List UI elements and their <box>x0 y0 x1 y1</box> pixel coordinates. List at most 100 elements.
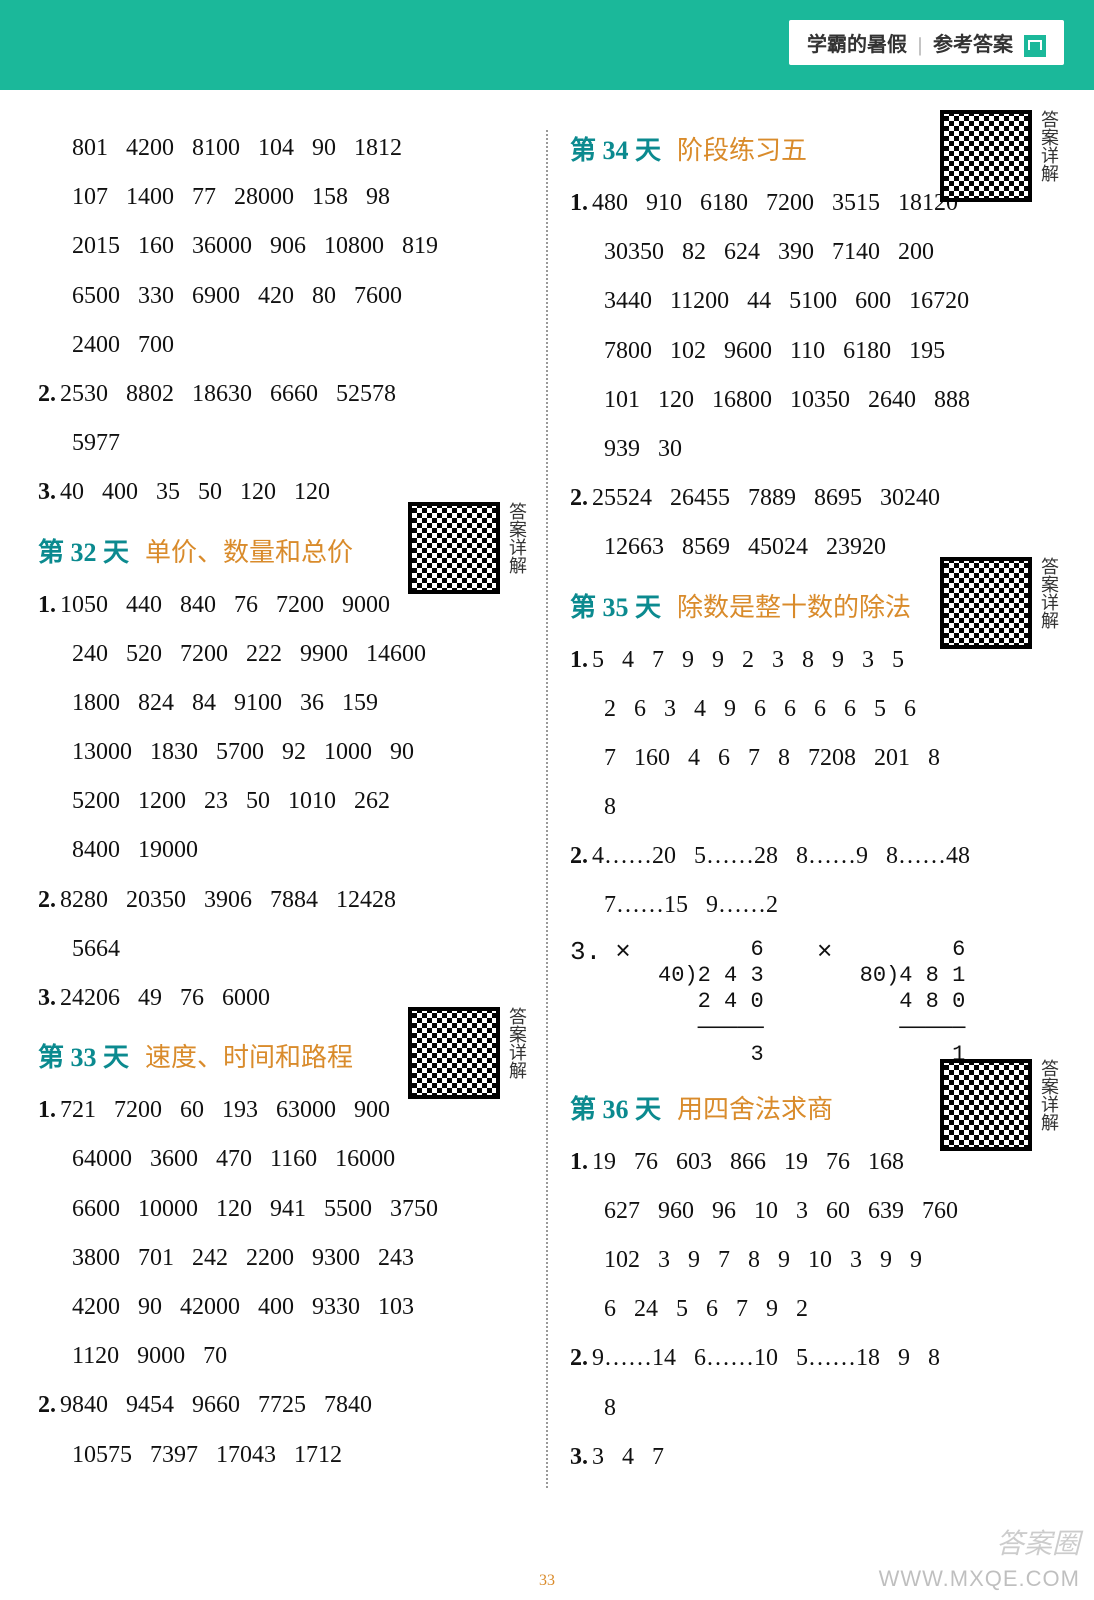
answer-line: 2015 160 36000 906 10800 819 <box>38 228 524 265</box>
answer-line: 5664 <box>38 931 524 968</box>
section-heading-36: 第 36 天 用四舍法求商 答案详解 <box>570 1089 1056 1126</box>
qr-caption: 答案详解 <box>1036 110 1062 182</box>
left-column: 801 4200 8100 104 90 1812 107 1400 77 28… <box>20 130 542 1488</box>
header-label: 学霸的暑假 | 参考答案 <box>789 20 1064 65</box>
question-number: 1. <box>38 1097 56 1123</box>
question-number: 3. <box>38 479 56 505</box>
answer-line: 3.3 4 7 <box>570 1439 1056 1476</box>
answer-line: 5977 <box>38 425 524 462</box>
answer-line: 4200 90 42000 400 9330 103 <box>38 1289 524 1326</box>
answer-line: 939 30 <box>570 431 1056 468</box>
answer-line: 7 160 4 6 7 8 7208 201 8 <box>570 740 1056 777</box>
long-division-2: 6 80)4 8 1 4 8 0 ───── 1 <box>846 937 978 1069</box>
answer-line: 1120 9000 70 <box>38 1338 524 1375</box>
day-label: 第 33 天 <box>38 1037 129 1074</box>
question-number: 2. <box>570 485 588 511</box>
answer-line: 7……15 9……2 <box>570 887 1056 924</box>
answer-line: 64000 3600 470 1160 16000 <box>38 1141 524 1178</box>
day-label: 第 36 天 <box>570 1089 661 1126</box>
question-number: 2. <box>38 381 56 407</box>
day-label: 第 34 天 <box>570 130 661 167</box>
wrong-mark-icon: × <box>817 937 833 967</box>
answer-values: 480 910 6180 7200 3515 18120 <box>592 190 958 216</box>
topic-label: 阶段练习五 <box>677 130 807 167</box>
page-number: 33 <box>539 1572 555 1590</box>
question-number: 3. <box>38 985 56 1011</box>
qr-caption: 答案详解 <box>1036 557 1062 629</box>
answer-line: 10575 7397 17043 1712 <box>38 1437 524 1474</box>
topic-label: 单价、数量和总价 <box>145 532 353 569</box>
qr-code-icon[interactable] <box>940 110 1032 202</box>
answer-values: 24206 49 76 6000 <box>60 985 270 1011</box>
section-heading-33: 第 33 天 速度、时间和路程 答案详解 <box>38 1037 524 1074</box>
qr-code-icon[interactable] <box>940 1059 1032 1151</box>
qr-code-icon[interactable] <box>940 557 1032 649</box>
answer-line: 2.4……20 5……28 8……9 8……48 <box>570 838 1056 875</box>
day-label: 第 35 天 <box>570 587 661 624</box>
qr-caption: 答案详解 <box>504 1007 530 1079</box>
answer-line: 2.25524 26455 7889 8695 30240 <box>570 480 1056 517</box>
question-number: 1. <box>570 190 588 216</box>
answer-line: 107 1400 77 28000 158 98 <box>38 179 524 216</box>
qr-block: 答案详解 <box>940 110 1062 202</box>
qr-caption: 答案详解 <box>1036 1059 1062 1131</box>
header-separator: | <box>918 34 922 56</box>
answer-line: 8400 19000 <box>38 832 524 869</box>
day-label: 第 32 天 <box>38 532 129 569</box>
answer-line: 101 120 16800 10350 2640 888 <box>570 382 1056 419</box>
topic-label: 用四舍法求商 <box>677 1089 833 1126</box>
long-division-1: 6 40)2 4 3 2 4 0 ───── 3 <box>645 937 777 1069</box>
qr-code-icon[interactable] <box>408 1007 500 1099</box>
answer-values: 3 4 7 <box>592 1444 664 1470</box>
answer-values: 9840 9454 9660 7725 7840 <box>60 1392 372 1418</box>
answer-line: 2.8280 20350 3906 7884 12428 <box>38 882 524 919</box>
answer-values: 721 7200 60 193 63000 900 <box>60 1097 390 1123</box>
answer-line: 3800 701 242 2200 9300 243 <box>38 1240 524 1277</box>
right-column: 第 34 天 阶段练习五 答案详解 1.480 910 6180 7200 35… <box>552 130 1074 1488</box>
answer-values: 9……14 6……10 5……18 9 8 <box>592 1345 940 1371</box>
answer-values: 5 4 7 9 9 2 3 8 9 3 5 <box>592 647 904 673</box>
qr-code-icon[interactable] <box>408 502 500 594</box>
long-division-row: 3. × 6 40)2 4 3 2 4 0 ───── 3 × 6 80)4 8… <box>570 937 1056 1069</box>
section-heading-34: 第 34 天 阶段练习五 答案详解 <box>570 130 1056 167</box>
question-number: 3. <box>570 937 601 967</box>
answer-line: 6600 10000 120 941 5500 3750 <box>38 1191 524 1228</box>
answer-line: 3440 11200 44 5100 600 16720 <box>570 283 1056 320</box>
answer-line: 6500 330 6900 420 80 7600 <box>38 278 524 315</box>
answer-line: 1800 824 84 9100 36 159 <box>38 685 524 722</box>
page-root: 学霸的暑假 | 参考答案 801 4200 8100 104 90 1812 1… <box>0 0 1094 1600</box>
answer-values: 40 400 35 50 120 120 <box>60 479 330 505</box>
answer-line: 13000 1830 5700 92 1000 90 <box>38 734 524 771</box>
qr-block: 答案详解 <box>940 557 1062 649</box>
answer-line: 2400 700 <box>38 327 524 364</box>
answer-values: 4……20 5……28 8……9 8……48 <box>592 843 970 869</box>
content-columns: 801 4200 8100 104 90 1812 107 1400 77 28… <box>0 90 1094 1508</box>
section-heading-32: 第 32 天 单价、数量和总价 答案详解 <box>38 532 524 569</box>
answer-line: 30350 82 624 390 7140 200 <box>570 234 1056 271</box>
question-number: 2. <box>38 1392 56 1418</box>
answer-line: 7800 102 9600 110 6180 195 <box>570 333 1056 370</box>
answer-line: 102 3 9 7 8 9 10 3 9 9 <box>570 1242 1056 1279</box>
book-icon <box>1024 35 1046 57</box>
header-banner: 学霸的暑假 | 参考答案 <box>0 0 1094 90</box>
answer-line: 2.9……14 6……10 5……18 9 8 <box>570 1340 1056 1377</box>
answer-values: 2530 8802 18630 6660 52578 <box>60 381 396 407</box>
qr-block: 答案详解 <box>940 1059 1062 1151</box>
column-divider <box>546 130 548 1488</box>
question-number: 2. <box>570 1345 588 1371</box>
answer-values: 19 76 603 866 19 76 168 <box>592 1149 904 1175</box>
qr-block: 答案详解 <box>408 502 530 594</box>
wrong-mark-icon: × <box>615 937 631 967</box>
answer-values: 1050 440 840 76 7200 9000 <box>60 592 390 618</box>
topic-label: 速度、时间和路程 <box>145 1037 353 1074</box>
answer-line: 5200 1200 23 50 1010 262 <box>38 783 524 820</box>
answer-line: 2.9840 9454 9660 7725 7840 <box>38 1387 524 1424</box>
header-right-text: 参考答案 <box>933 34 1013 56</box>
question-number: 3. <box>570 1444 588 1470</box>
answer-line: 6 24 5 6 7 9 2 <box>570 1291 1056 1328</box>
question-number: 1. <box>38 592 56 618</box>
answer-line: 8 <box>570 789 1056 826</box>
question-number: 1. <box>570 647 588 673</box>
answer-line: 2.2530 8802 18630 6660 52578 <box>38 376 524 413</box>
topic-label: 除数是整十数的除法 <box>677 587 911 624</box>
